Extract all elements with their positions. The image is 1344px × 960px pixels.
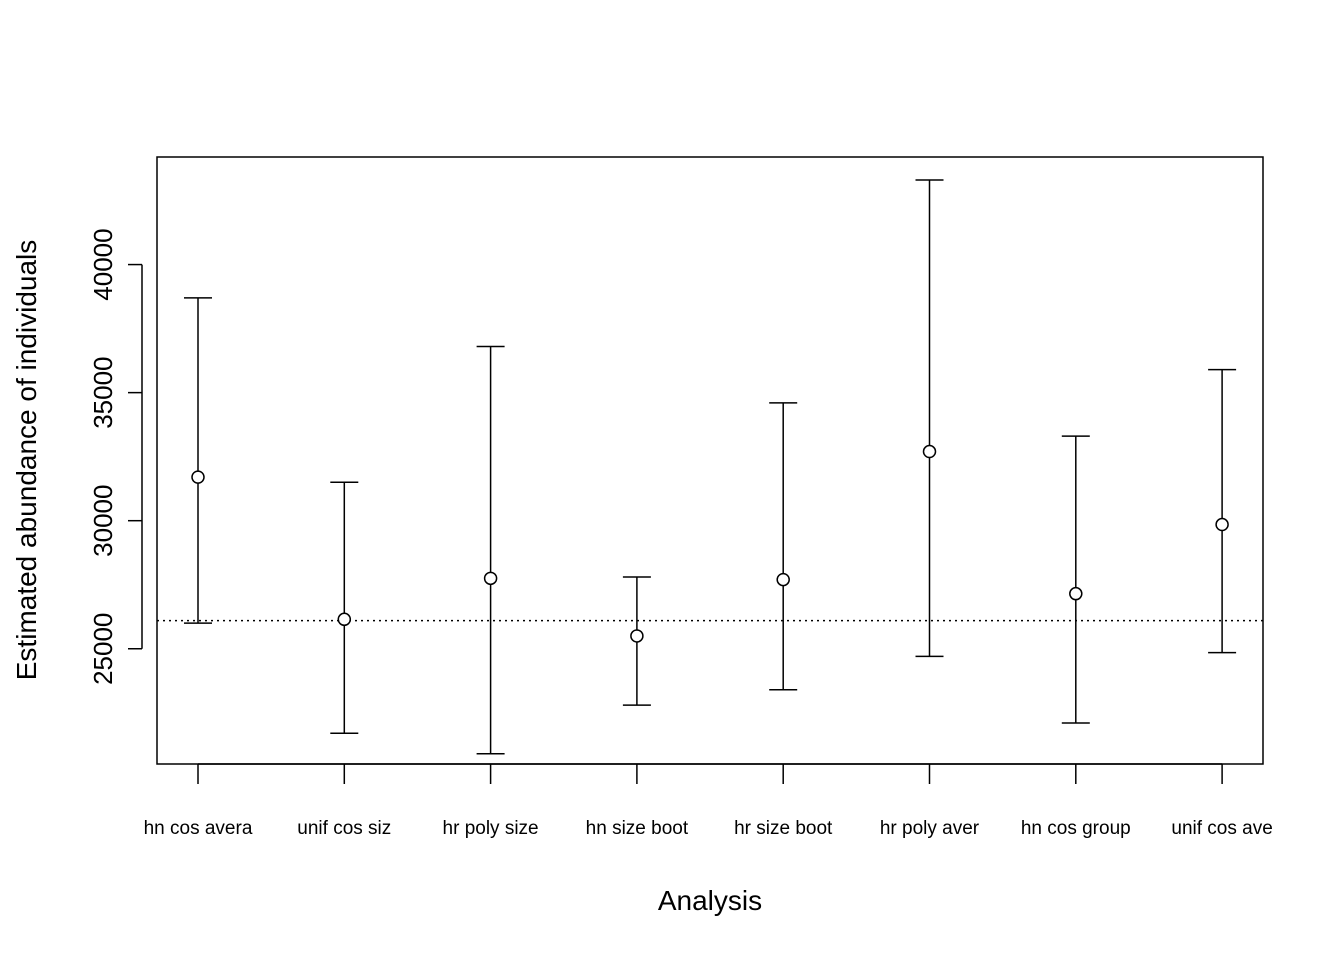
y-tick-label-0: 25000: [88, 613, 118, 685]
x-tick-label-5: hr poly aver: [880, 818, 980, 839]
estimate-point-4: [776, 572, 790, 587]
x-tick-label-7: unif cos ave: [1171, 818, 1272, 839]
y-tick-label-3: 40000: [88, 228, 118, 300]
estimate-point-6: [1069, 586, 1083, 601]
estimate-point-5: [922, 444, 937, 459]
y-tick-label-2: 35000: [88, 356, 118, 428]
estimate-point-1: [337, 612, 352, 627]
y-tick-label-1: 30000: [88, 485, 118, 557]
x-tick-label-3: hn size boot: [586, 818, 689, 839]
x-axis: hn cos avera unif cos siz hr poly size hn s…: [144, 763, 1273, 839]
x-tick-label-2: hr poly size: [443, 818, 539, 839]
y-axis-label: Estimated abundance of individuals: [11, 240, 42, 681]
x-tick-label-1: unif cos siz: [297, 818, 391, 839]
x-axis-label: Analysis: [658, 885, 762, 916]
estimate-point-7: [1215, 517, 1229, 532]
estimate-point-2: [483, 571, 498, 586]
x-tick-label-6: hn cos group: [1021, 818, 1131, 839]
x-tick-label-4: hr size boot: [734, 818, 833, 839]
data-marks: [184, 179, 1237, 755]
estimate-point-3: [630, 629, 644, 643]
estimate-point-0: [191, 470, 205, 484]
plot-frame: [156, 156, 1264, 765]
x-tick-label-0: hn cos avera: [144, 818, 253, 839]
y-axis: 25000 30000 35000 40000: [88, 228, 143, 685]
